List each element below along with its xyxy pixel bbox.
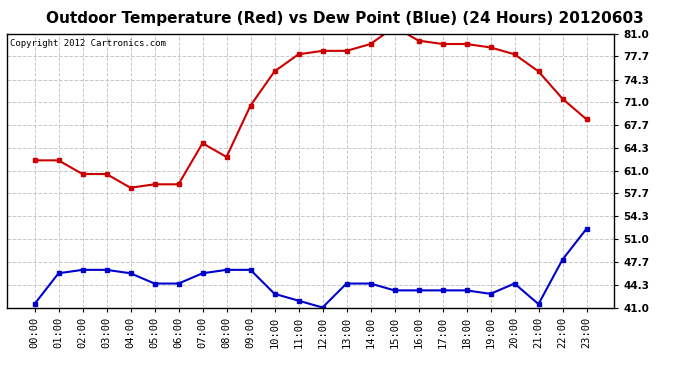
Text: Copyright 2012 Cartronics.com: Copyright 2012 Cartronics.com — [10, 39, 166, 48]
Text: Outdoor Temperature (Red) vs Dew Point (Blue) (24 Hours) 20120603: Outdoor Temperature (Red) vs Dew Point (… — [46, 11, 644, 26]
